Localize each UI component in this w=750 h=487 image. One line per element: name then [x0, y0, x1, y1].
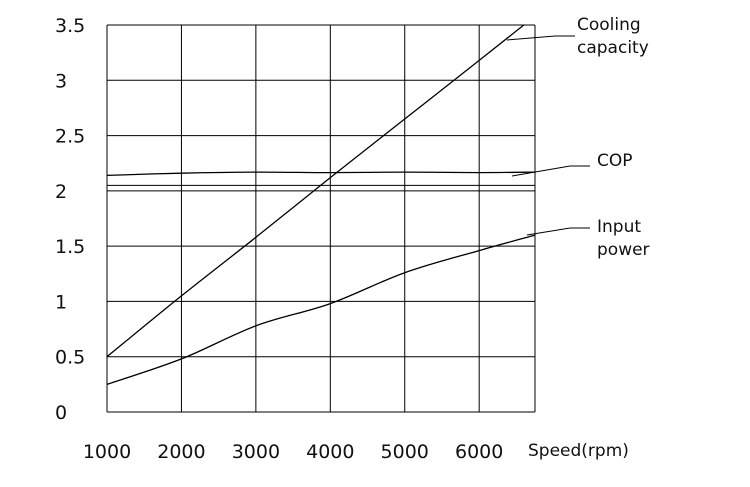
series-line-cop [106, 171, 536, 177]
series-label-line: capacity [577, 38, 649, 58]
x-axis-label: Speed(rpm) [528, 441, 629, 461]
y-tick-1: 1 [55, 291, 67, 313]
x-tick-3000: 3000 [232, 441, 280, 463]
x-tick-2000: 2000 [157, 441, 205, 463]
series-label-line: COP [597, 151, 633, 171]
x-tick-4000: 4000 [306, 441, 354, 463]
y-tick-2.5: 2.5 [55, 126, 85, 148]
y-tick-0.5: 0.5 [55, 347, 85, 369]
series-label-line: Cooling [577, 15, 641, 35]
series-lines [106, 24, 536, 386]
tick-labels: 1000 2000 3000 4000 5000 6000 0 0.5 1 1.5 2 2.5 3 3.5 [55, 15, 503, 463]
series-labels: Cooling capacity COP Input power [506, 15, 650, 260]
x-tick-1000: 1000 [83, 441, 131, 463]
series-line-cooling-capacity [106, 24, 525, 358]
y-tick-3.5: 3.5 [55, 15, 85, 37]
series-label-cop: COP [597, 151, 633, 171]
y-tick-2: 2 [55, 181, 67, 203]
y-tick-1.5: 1.5 [55, 236, 85, 258]
series-label-input-power: Input power [597, 217, 650, 260]
leader-line-input-power [526, 227, 590, 236]
series-line-input-power [106, 234, 536, 386]
y-tick-3: 3 [55, 70, 67, 92]
grid [106, 24, 536, 413]
x-tick-6000: 6000 [455, 441, 503, 463]
series-label-cooling-capacity: Cooling capacity [577, 15, 649, 58]
y-tick-0: 0 [55, 402, 67, 424]
series-label-line: power [597, 240, 650, 260]
leader-line-cooling-capacity [506, 35, 575, 41]
x-tick-5000: 5000 [381, 441, 429, 463]
leader-line-cop [511, 165, 590, 177]
series-label-line: Input [597, 217, 641, 237]
